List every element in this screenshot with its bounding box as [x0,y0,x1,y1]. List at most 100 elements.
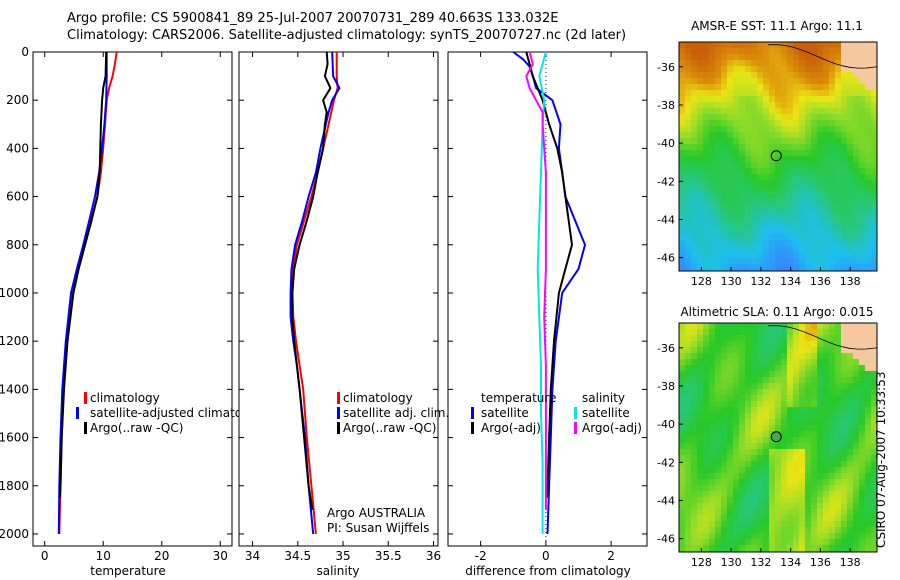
map-cell [787,228,793,234]
map-cell [733,347,739,353]
map-cell [781,54,787,60]
map-cell [817,150,823,156]
map-cell [733,204,739,210]
legend-label-climatology: climatology [90,391,160,405]
map-cell [715,66,721,72]
map-cell [685,437,691,443]
map-cell [763,335,769,341]
map-cell [763,341,769,347]
map-cell [835,425,841,431]
map-cell [727,515,733,521]
map-cell [691,425,697,431]
map-cell [769,90,775,96]
map-cell [817,132,823,138]
map-cell [763,467,769,473]
map-cell [823,72,829,78]
map-cell [787,377,793,383]
map-cell [847,60,853,66]
map-cell [841,521,847,527]
map-cell [859,449,865,455]
map-cell [823,174,829,180]
map-cell [859,60,865,66]
map-cell [727,168,733,174]
map-cell [691,533,697,539]
map-cell [679,234,685,240]
map-cell [745,138,751,144]
map-cell [823,413,829,419]
map-cell [829,228,835,234]
map-cell [787,132,793,138]
map-cell [811,126,817,132]
map-cell [763,228,769,234]
legend-label-argo: Argo(..raw -QC) [90,421,183,435]
map-cell [865,371,871,377]
map-cell [739,120,745,126]
map-cell [817,84,823,90]
map-cell [703,90,709,96]
map-cell [703,425,709,431]
map-cell [847,359,853,365]
map-cell [817,353,823,359]
map-cell [841,515,847,521]
map-cell [841,168,847,174]
map-cell [829,431,835,437]
legend-label-sal-argo-diff: Argo(-adj) [582,421,642,435]
map-cell [865,42,871,48]
map-cell [697,521,703,527]
map-cell [697,545,703,551]
map-cell [679,521,685,527]
map-cell [817,455,823,461]
map-cell [793,60,799,66]
map-cell [793,228,799,234]
map-cell [721,126,727,132]
map-cell [817,90,823,96]
map-cell [847,437,853,443]
map-cell [697,479,703,485]
map-cell [709,503,715,509]
map-cell [691,126,697,132]
map-cell [829,252,835,258]
map-cell [697,198,703,204]
map-cell [721,341,727,347]
map-cell [871,72,877,78]
map-cell [685,222,691,228]
map-cell [805,425,811,431]
map-cell [865,162,871,168]
map-cell [691,234,697,240]
map-cell [787,503,793,509]
map-cell [853,264,859,270]
map-cell [679,395,685,401]
map-cell [685,329,691,335]
map-cell [781,491,787,497]
map-cell [853,413,859,419]
map-cell [841,198,847,204]
map-cell [727,180,733,186]
map-cell [847,503,853,509]
map-cell [727,383,733,389]
legend-label-temp-argo: Argo(-adj) [481,421,541,435]
map-cell [805,359,811,365]
map-cell [769,461,775,467]
map-cell [841,102,847,108]
y-tick-label-2: 400 [6,141,29,155]
map-cell [751,437,757,443]
map-cell [757,54,763,60]
map-cell [871,359,877,365]
map-cell [763,509,769,515]
map-cell [697,156,703,162]
map-cell [853,96,859,102]
map-cell [715,533,721,539]
map-cell [787,401,793,407]
map-cell [721,503,727,509]
map-cell [697,78,703,84]
map-cell [823,216,829,222]
map-cell [751,246,757,252]
legend-swatch-argo [84,422,87,434]
map-cell [769,329,775,335]
map-cell [739,521,745,527]
map-cell [769,419,775,425]
x-tick-label-3: 35.5 [375,549,402,563]
map-cell [865,108,871,114]
map-x-tick-label-3: 134 [780,275,801,288]
map-cell [823,234,829,240]
